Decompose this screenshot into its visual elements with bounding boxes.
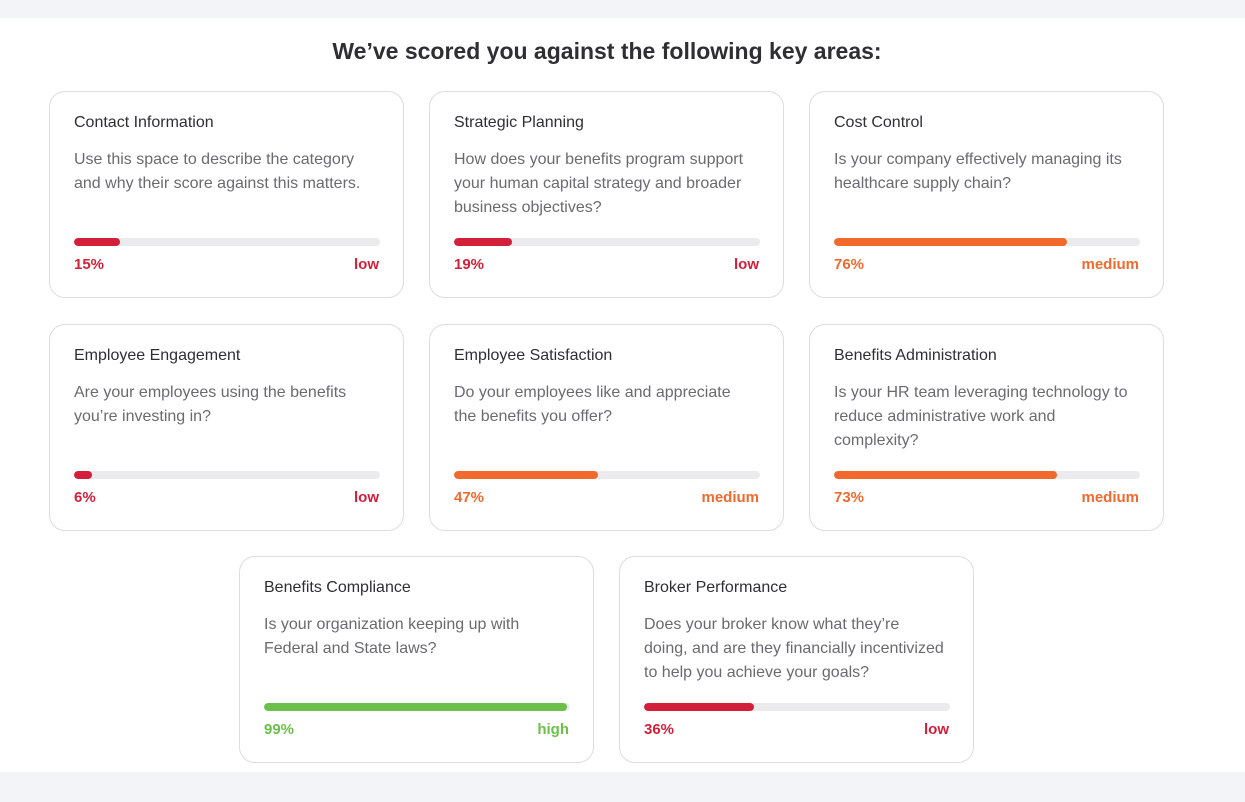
score-percent: 47%	[454, 489, 485, 506]
score-card-cost-control: Cost Control Is your company effectively…	[809, 91, 1164, 298]
score-card-benefits-administration: Benefits Administration Is your HR team …	[809, 324, 1164, 531]
score-bar-track	[74, 238, 380, 246]
score-level: low	[924, 721, 949, 738]
card-title: Employee Satisfaction	[454, 347, 613, 364]
card-title: Broker Performance	[644, 579, 788, 596]
score-percent: 73%	[834, 489, 865, 506]
score-bar-fill	[834, 471, 1058, 479]
score-card-employee-satisfaction: Employee Satisfaction Do your employees …	[429, 324, 784, 531]
score-card-employee-engagement: Employee Engagement Are your employees u…	[49, 324, 404, 531]
card-title: Benefits Compliance	[264, 579, 411, 596]
score-level: medium	[1081, 256, 1139, 273]
score-level: medium	[701, 489, 759, 506]
card-title: Contact Information	[74, 114, 214, 131]
page-title: We’ve scored you against the following k…	[332, 38, 882, 64]
card-description: How does your benefits program support y…	[454, 151, 744, 216]
card-description: Is your organization keeping up with Fed…	[264, 616, 520, 657]
card-description: Use this space to describe the category …	[74, 151, 361, 192]
score-card-benefits-compliance: Benefits Compliance Is your organization…	[239, 556, 594, 763]
score-percent: 76%	[834, 256, 865, 273]
card-description: Is your HR team leveraging technology to…	[834, 384, 1128, 449]
score-bar-fill	[454, 471, 598, 479]
score-level: low	[354, 256, 379, 273]
score-bar-track	[454, 471, 760, 479]
card-description: Is your company effectively managing its…	[834, 151, 1122, 192]
score-percent: 36%	[644, 721, 675, 738]
score-percent: 99%	[264, 721, 295, 738]
score-bar-fill	[264, 703, 567, 711]
card-description: Does your broker know what they’re doing…	[644, 616, 944, 681]
score-bar-fill	[454, 238, 513, 246]
score-level: low	[354, 489, 379, 506]
score-level: high	[537, 721, 569, 738]
score-bar-fill	[74, 471, 93, 479]
score-bar-track	[74, 471, 380, 479]
score-level: low	[734, 256, 759, 273]
score-bar-track	[454, 238, 760, 246]
score-bar-track	[834, 238, 1140, 246]
score-percent: 19%	[454, 256, 485, 273]
card-title: Benefits Administration	[834, 347, 997, 364]
score-percent: 6%	[74, 489, 96, 506]
card-title: Cost Control	[834, 114, 923, 131]
score-card-contact-information: Contact Information Use this space to de…	[49, 91, 404, 298]
score-percent: 15%	[74, 256, 105, 273]
score-level: medium	[1081, 489, 1139, 506]
score-bar-track	[264, 703, 570, 711]
score-bar-fill	[834, 238, 1067, 246]
score-bar-track	[644, 703, 950, 711]
card-title: Employee Engagement	[74, 347, 241, 364]
score-card-strategic-planning: Strategic Planning How does your benefit…	[429, 91, 784, 298]
card-title: Strategic Planning	[454, 114, 584, 131]
score-bar-track	[834, 471, 1140, 479]
card-description: Do your employees like and appreciate th…	[454, 384, 731, 425]
score-bar-fill	[644, 703, 755, 711]
card-description: Are your employees using the benefits yo…	[74, 384, 347, 425]
score-bar-fill	[74, 238, 120, 246]
score-card-broker-performance: Broker Performance Does your broker know…	[619, 556, 974, 763]
